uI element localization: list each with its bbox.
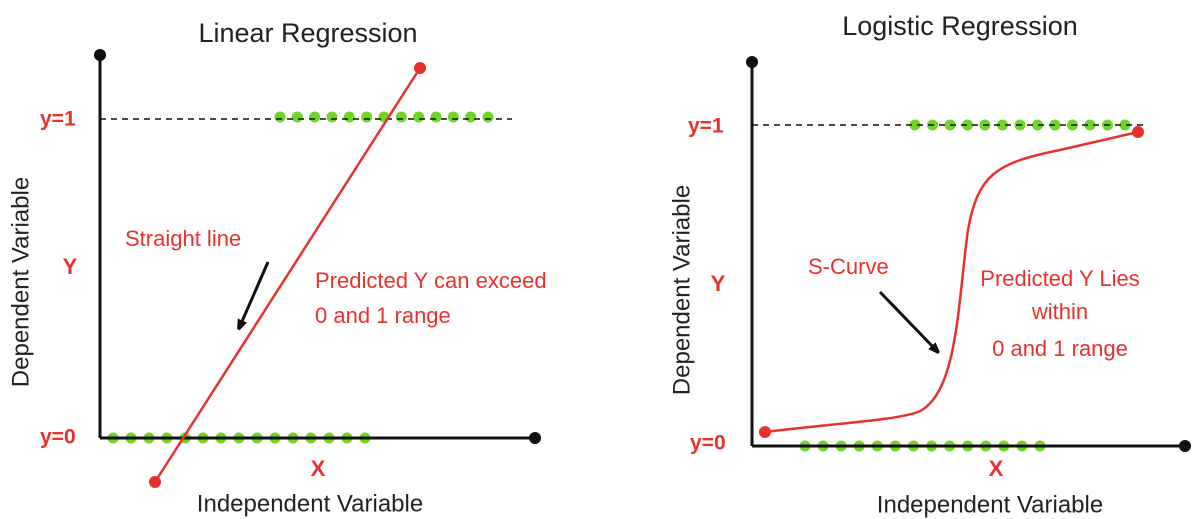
data-dot [291,111,303,123]
data-dot [274,111,286,123]
regression-line [153,67,422,483]
data-dot [343,111,355,123]
data-dot [1119,119,1131,131]
title: Logistic Regression [842,11,1078,41]
note-line: Predicted Y Lies [980,266,1139,291]
curve-label: S-Curve [808,254,889,279]
note-line: 0 and 1 range [315,303,451,328]
data-dot [482,111,494,123]
line-end [149,476,161,488]
data-dot [430,111,442,123]
line-end [414,62,426,74]
note-line: 0 and 1 range [992,336,1128,361]
data-dot [997,119,1008,131]
data-dot [447,111,459,123]
x-symbol: X [989,456,1004,481]
data-dot [1032,119,1043,131]
x-symbol: X [311,456,326,481]
axis-end [746,56,758,68]
curve-end [759,426,771,438]
note-line: Predicted Y can exceed [315,268,547,293]
curve-label: Straight line [125,226,241,251]
data-dot [395,111,407,123]
logistic-panel: Logistic Regression y=1 y=0 Y X Independ… [668,11,1191,518]
y0-label: y=0 [690,432,726,455]
note-line: within [1031,299,1088,324]
linear-panel: Linear Regression y=1 y=0 Y X Independen… [7,18,546,517]
y-symbol: Y [711,271,726,296]
arrow [878,290,936,350]
axis-end [1179,440,1191,452]
data-dot [361,111,373,123]
axis-end [529,432,541,444]
title: Linear Regression [198,18,417,48]
arrow [240,261,270,326]
y0-label: y=0 [40,426,76,449]
data-dot [326,111,338,123]
y-axis-label: Dependent Variable [7,177,34,387]
y-axis-label: Dependent Variable [668,185,695,395]
axis-end [94,49,106,61]
data-dot [413,111,425,123]
y1-label: y=1 [688,115,724,138]
s-curve [764,130,1139,434]
x-axis-label: Independent Variable [197,490,423,517]
curve-end [1132,126,1144,138]
data-dot [465,111,477,123]
data-dot [962,119,973,131]
y1-label: y=1 [40,108,76,131]
x-axis-label: Independent Variable [877,491,1103,518]
y-symbol: Y [63,254,78,279]
data-dot [309,111,321,123]
data-dot [1084,119,1096,131]
data-dot [909,119,921,131]
